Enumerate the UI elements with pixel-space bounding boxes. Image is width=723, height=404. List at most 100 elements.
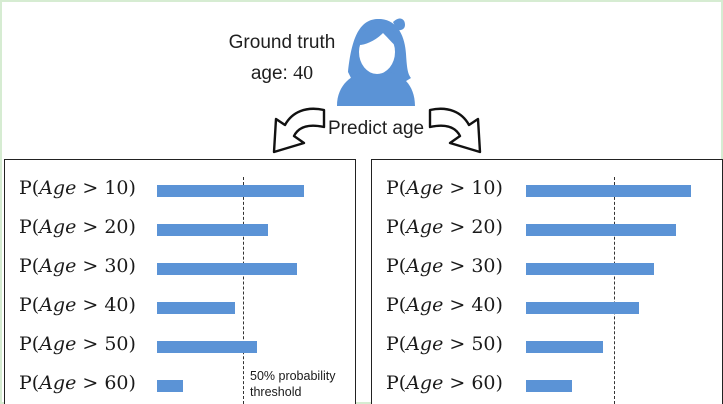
label-pre: P(	[19, 333, 40, 355]
threshold-line	[243, 177, 244, 404]
label-close-paren: )	[128, 216, 136, 238]
label-op: >	[76, 333, 105, 355]
label-var: Age	[406, 333, 444, 355]
probability-bar	[157, 224, 268, 236]
label-op: >	[443, 333, 472, 355]
label-pre: P(	[19, 255, 40, 277]
predict-age-label: Predict age	[328, 118, 425, 139]
label-op: >	[443, 372, 472, 394]
left-prediction-panel: 50% probability threshold P(Age > 10) P(A…	[4, 159, 356, 404]
label-close-paren: )	[495, 177, 503, 199]
probability-bar	[157, 302, 235, 314]
label-op: >	[443, 177, 472, 199]
label-num: 20	[104, 216, 129, 238]
ground-truth-text: Ground truth age: 40	[208, 28, 356, 89]
probability-bar	[526, 185, 691, 197]
label-close-paren: )	[495, 255, 503, 277]
probability-bar	[157, 185, 304, 197]
label-close-paren: )	[495, 216, 503, 238]
label-pre: P(	[386, 255, 407, 277]
label-pre: P(	[19, 294, 40, 316]
label-pre: P(	[386, 294, 407, 316]
probability-bar	[526, 341, 603, 353]
label-close-paren: )	[495, 294, 503, 316]
probability-label: P(Age > 20)	[386, 216, 503, 238]
label-close-paren: )	[128, 294, 136, 316]
curved-arrow-left-icon	[272, 107, 326, 154]
probability-bar	[526, 302, 639, 314]
probability-bar	[526, 380, 572, 392]
threshold-note: 50% probability threshold	[250, 368, 335, 400]
label-op: >	[443, 294, 472, 316]
probability-bar	[526, 224, 676, 236]
label-var: Age	[406, 216, 444, 238]
label-num: 50	[471, 333, 496, 355]
probability-label: P(Age > 30)	[19, 255, 136, 277]
label-op: >	[443, 255, 472, 277]
label-pre: P(	[19, 216, 40, 238]
label-var: Age	[39, 294, 77, 316]
label-var: Age	[406, 177, 444, 199]
label-pre: P(	[386, 177, 407, 199]
label-close-paren: )	[128, 255, 136, 277]
label-op: >	[76, 255, 105, 277]
probability-label: P(Age > 20)	[19, 216, 136, 238]
label-var: Age	[39, 177, 77, 199]
label-var: Age	[406, 294, 444, 316]
label-op: >	[443, 216, 472, 238]
label-close-paren: )	[128, 333, 136, 355]
label-close-paren: )	[128, 372, 136, 394]
probability-label: P(Age > 10)	[386, 177, 503, 199]
label-num: 40	[471, 294, 496, 316]
probability-label: P(Age > 10)	[19, 177, 136, 199]
probability-label: P(Age > 50)	[19, 333, 136, 355]
label-pre: P(	[19, 372, 40, 394]
ground-truth-label: Ground truth	[228, 32, 336, 53]
label-pre: P(	[19, 177, 40, 199]
label-op: >	[76, 294, 105, 316]
label-close-paren: )	[495, 372, 503, 394]
age-value: 40	[293, 62, 314, 84]
label-num: 50	[104, 333, 129, 355]
label-num: 60	[104, 372, 129, 394]
label-pre: P(	[386, 372, 407, 394]
threshold-line	[614, 177, 615, 404]
label-num: 10	[104, 177, 129, 199]
label-num: 20	[471, 216, 496, 238]
label-var: Age	[39, 372, 77, 394]
probability-label: P(Age > 60)	[19, 372, 136, 394]
curved-arrow-right-icon	[428, 107, 482, 154]
label-num: 30	[471, 255, 496, 277]
probability-label: P(Age > 40)	[386, 294, 503, 316]
label-close-paren: )	[495, 333, 503, 355]
label-num: 60	[471, 372, 496, 394]
person-avatar-icon	[337, 18, 415, 106]
label-pre: P(	[386, 333, 407, 355]
label-op: >	[76, 177, 105, 199]
label-num: 10	[471, 177, 496, 199]
probability-label: P(Age > 40)	[19, 294, 136, 316]
label-var: Age	[39, 216, 77, 238]
label-var: Age	[39, 333, 77, 355]
label-close-paren: )	[128, 177, 136, 199]
probability-label: P(Age > 50)	[386, 333, 503, 355]
probability-bar	[526, 263, 654, 275]
label-var: Age	[406, 255, 444, 277]
threshold-note-line1: 50% probability	[250, 369, 336, 383]
right-prediction-panel: P(Age > 10) P(Age > 20) P(Age > 30) P(Age >…	[371, 159, 723, 404]
probability-bar	[157, 341, 257, 353]
label-var: Age	[406, 372, 444, 394]
age-prefix: age:	[250, 63, 294, 84]
label-op: >	[76, 216, 105, 238]
label-num: 30	[104, 255, 129, 277]
probability-label: P(Age > 30)	[386, 255, 503, 277]
label-op: >	[76, 372, 105, 394]
ground-truth-age: age: 40	[208, 58, 356, 89]
probability-bar	[157, 380, 183, 392]
label-pre: P(	[386, 216, 407, 238]
probability-bar	[157, 263, 297, 275]
probability-label: P(Age > 60)	[386, 372, 503, 394]
threshold-note-line2: threshold	[250, 385, 302, 399]
label-num: 40	[104, 294, 129, 316]
